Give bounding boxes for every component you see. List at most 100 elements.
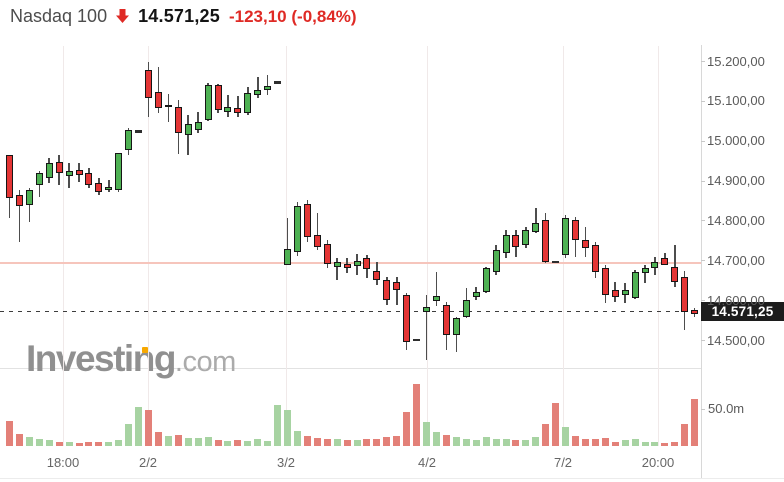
volume-bar	[164, 436, 172, 446]
candle-body	[204, 84, 212, 120]
candle-wick	[535, 208, 537, 234]
volume-bar	[323, 438, 331, 446]
volume-bar	[105, 442, 113, 446]
candle-body	[363, 258, 371, 270]
volume-bar	[184, 437, 192, 446]
volume-axis-label: 50.0m	[708, 401, 745, 416]
candle-wick	[435, 271, 438, 306]
volume-bar	[244, 440, 252, 446]
candle-body	[492, 250, 500, 273]
candle-wick	[316, 213, 319, 250]
candle-wick	[237, 96, 239, 117]
volume-bar	[6, 421, 13, 446]
volume-bar	[55, 441, 63, 446]
volume-bar	[681, 424, 689, 446]
volume-bar	[15, 434, 23, 446]
candle-body	[641, 267, 649, 274]
volume-bar	[333, 439, 341, 446]
candle-body	[95, 183, 103, 192]
prev-close-line	[0, 262, 701, 264]
volume-bar	[75, 443, 83, 446]
panel-divider	[0, 368, 701, 369]
candle-body	[15, 194, 23, 207]
volume-bar	[462, 438, 470, 446]
doji-dash-candle	[552, 260, 560, 264]
candle-body	[472, 291, 480, 297]
candle-body	[25, 189, 33, 205]
session-gridline	[148, 46, 149, 446]
volume-bar	[472, 440, 480, 446]
volume-bar	[383, 437, 391, 446]
volume-bar	[313, 437, 321, 446]
volume-bar	[25, 437, 33, 446]
candle-body	[512, 235, 520, 248]
candle-wick	[108, 179, 110, 192]
volume-bar	[452, 437, 460, 446]
time-axis-label: 2/2	[138, 455, 158, 470]
candle-body	[572, 220, 579, 240]
change-percent: (-0,84%)	[291, 7, 357, 26]
candle-body	[522, 230, 530, 246]
logo-text: Investing	[26, 338, 176, 379]
volume-bar	[264, 440, 272, 446]
volume-bar	[442, 434, 450, 446]
session-gridline	[658, 46, 659, 446]
price-axis-tick	[701, 300, 705, 302]
volume-bar	[691, 398, 699, 446]
volume-bar	[432, 431, 440, 446]
volume-bar	[631, 439, 639, 446]
candle-body	[691, 309, 699, 315]
time-axis-label: 4/2	[417, 455, 437, 470]
session-gridline	[427, 46, 428, 446]
doji-dash-candle	[413, 338, 421, 342]
last-price-dashed-line	[0, 311, 701, 312]
candle-body	[393, 281, 401, 291]
time-axis-label: 20:00	[641, 455, 675, 470]
volume-bar	[512, 440, 520, 446]
candle-body	[333, 262, 341, 267]
volume-bar	[611, 441, 619, 446]
candle-body	[194, 121, 202, 130]
candle-body	[303, 204, 311, 238]
volume-bar	[601, 437, 609, 446]
volume-bar	[363, 439, 371, 446]
volume-bar	[403, 412, 411, 446]
volume-bar	[204, 437, 212, 446]
candle-body	[313, 234, 321, 247]
volume-bar	[671, 442, 679, 446]
volume-bar	[542, 424, 550, 446]
candle-body	[75, 170, 83, 175]
volume-bar	[214, 440, 222, 446]
candle-body	[343, 264, 351, 268]
volume-axis-tick	[701, 408, 705, 410]
volume-bar	[393, 435, 401, 446]
price-axis-label: 15.100,00	[707, 93, 765, 109]
candle-body	[174, 106, 182, 134]
candle-wick	[674, 245, 676, 288]
candle-wick	[664, 253, 666, 264]
candle-body	[373, 271, 381, 280]
candle-body	[264, 85, 272, 91]
candle-body	[671, 266, 679, 282]
volume-bar	[552, 402, 560, 446]
candle-wick	[286, 217, 289, 266]
candle-wick	[336, 258, 338, 280]
volume-bar	[502, 439, 510, 446]
price-axis-tick	[701, 61, 705, 62]
price-axis-tick	[701, 340, 705, 342]
candle-body	[115, 153, 123, 191]
candle-body	[462, 299, 470, 317]
price-axis-tick	[701, 260, 705, 262]
volume-bar	[234, 440, 242, 446]
volume-bar	[532, 437, 540, 446]
price-axis-tick	[701, 220, 705, 222]
candle-wick	[18, 189, 21, 242]
candle-body	[423, 306, 431, 312]
candle-body	[542, 220, 550, 263]
candle-body	[214, 84, 222, 111]
volume-bar	[641, 441, 649, 446]
price-axis-tick	[701, 100, 705, 102]
candle-wick	[28, 188, 31, 222]
volume-bar	[154, 431, 162, 446]
last-price-badge: 14.571,25	[701, 302, 784, 321]
